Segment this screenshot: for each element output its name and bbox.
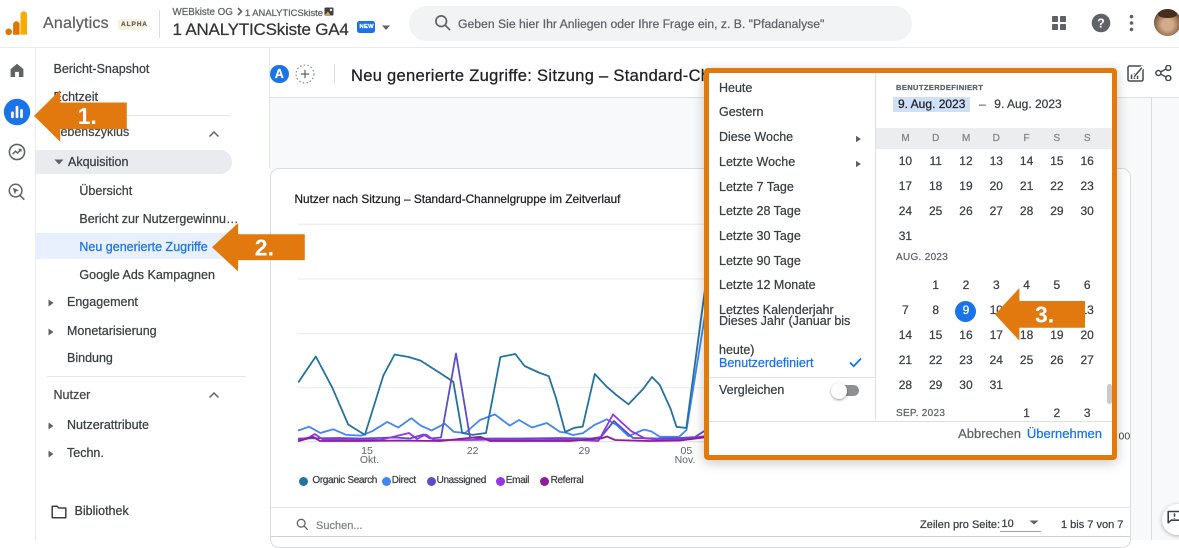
- svg-text:00: 00: [1119, 431, 1131, 443]
- svg-text:2.: 2.: [255, 235, 274, 261]
- svg-text:Okt.: Okt.: [360, 454, 379, 466]
- svg-text:15: 15: [361, 445, 373, 457]
- svg-text:22: 22: [467, 445, 479, 457]
- svg-text:1.: 1.: [78, 103, 97, 129]
- svg-text:29: 29: [578, 445, 590, 457]
- svg-text:Nov.: Nov.: [675, 454, 696, 466]
- svg-text:3.: 3.: [1035, 302, 1054, 328]
- svg-text:?: ?: [1097, 17, 1105, 31]
- svg-text:05: 05: [681, 445, 693, 457]
